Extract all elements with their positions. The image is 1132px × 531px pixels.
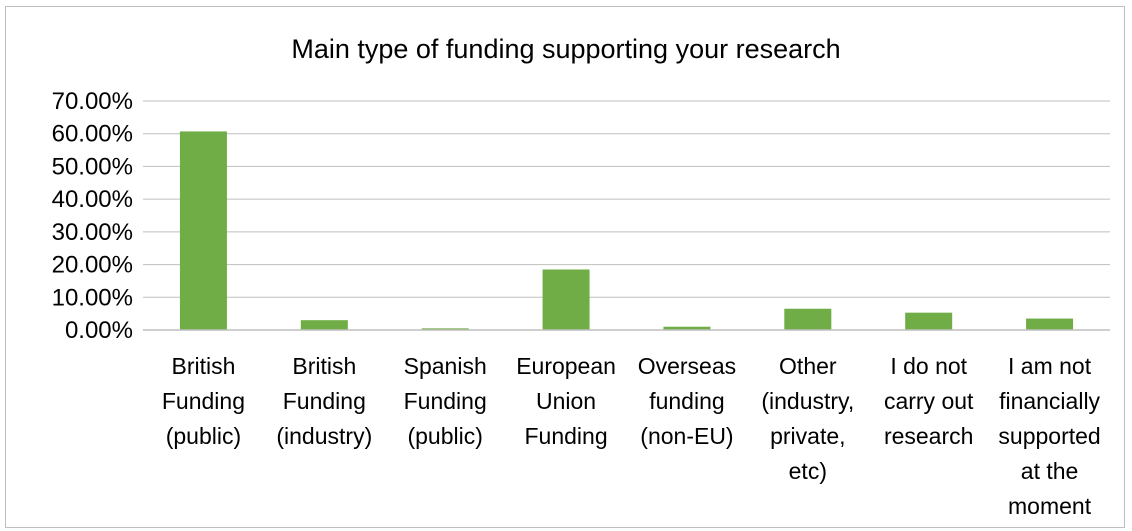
x-category-label: Other (industry, private, etc): [761, 353, 854, 484]
bar: [784, 308, 832, 330]
y-tick-label: 50.00%: [52, 153, 133, 180]
x-category-label: Overseas funding (non-EU): [638, 353, 736, 449]
x-category-label: European Union Funding: [516, 353, 616, 449]
x-axis-category-labels: British Funding (public) British Funding (ind…: [162, 353, 1101, 519]
x-category-label: I do not carry out research: [884, 353, 974, 449]
bar: [179, 131, 227, 330]
y-tick-label: 20.00%: [52, 252, 133, 279]
x-category-label: British Funding (industry): [276, 353, 372, 449]
y-tick-label: 70.00%: [52, 88, 133, 115]
y-tick-label: 60.00%: [52, 121, 133, 148]
y-tick-label: 40.00%: [52, 186, 133, 213]
bar: [663, 326, 711, 330]
x-category-label: I am not financially supported at the moment: [998, 353, 1100, 519]
bars: [179, 131, 1074, 330]
y-tick-label: 10.00%: [52, 284, 133, 311]
y-tick-label: 0.00%: [65, 317, 133, 344]
bar: [421, 328, 469, 330]
chart-title: Main type of funding supporting your res…: [291, 34, 840, 64]
bar: [905, 312, 953, 330]
bar: [300, 320, 348, 330]
y-tick-label: 30.00%: [52, 219, 133, 246]
x-category-label: British Funding (public): [162, 353, 245, 449]
bar: [542, 269, 590, 330]
gridlines: [143, 100, 1110, 298]
x-category-label: Spanish Funding (public): [404, 353, 487, 449]
y-axis-tick-labels: 0.00% 10.00% 20.00% 30.00% 40.00% 50.00% 60.00…: [52, 88, 133, 344]
bar: [1026, 318, 1074, 330]
